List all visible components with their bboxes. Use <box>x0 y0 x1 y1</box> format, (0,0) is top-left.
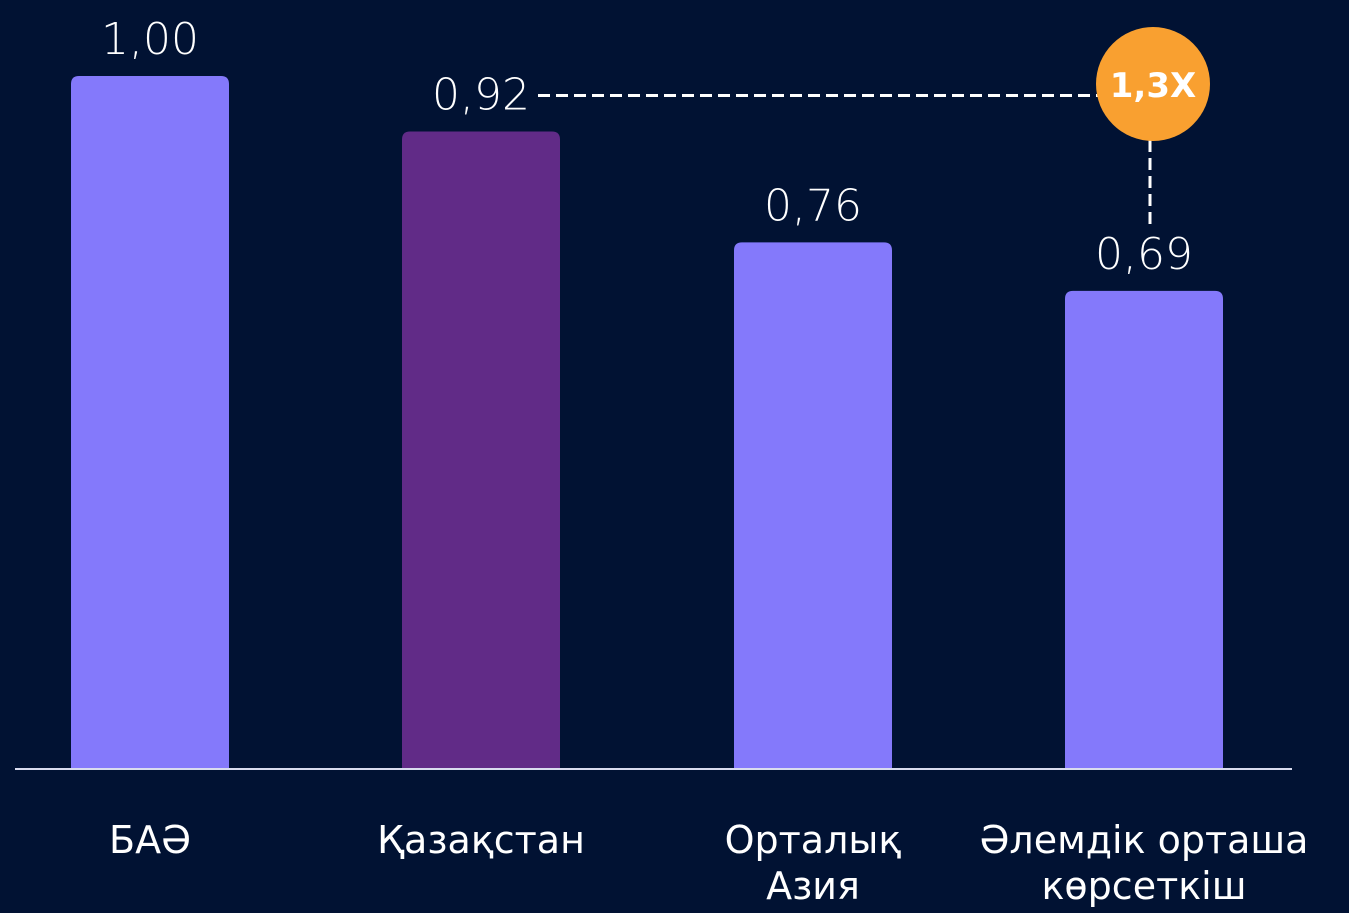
x-tick-label: Қазақстан <box>377 818 585 862</box>
value-label: 0,76 <box>764 180 862 231</box>
annotation: 1,3X <box>1110 66 1196 106</box>
value-label: 1,00 <box>101 14 199 65</box>
x-tick-label: Орталық Азия <box>724 818 902 908</box>
bar <box>734 242 892 769</box>
value-label: 0,69 <box>1095 229 1193 280</box>
annotation-badge <box>1096 27 1210 141</box>
value-label: 0,92 <box>432 69 530 120</box>
bar <box>1065 290 1223 769</box>
x-tick-label: БАӘ <box>109 818 191 862</box>
bar <box>402 131 560 769</box>
bar <box>71 76 229 769</box>
x-tick-label: Әлемдік орташа көрсеткіш <box>979 818 1309 908</box>
